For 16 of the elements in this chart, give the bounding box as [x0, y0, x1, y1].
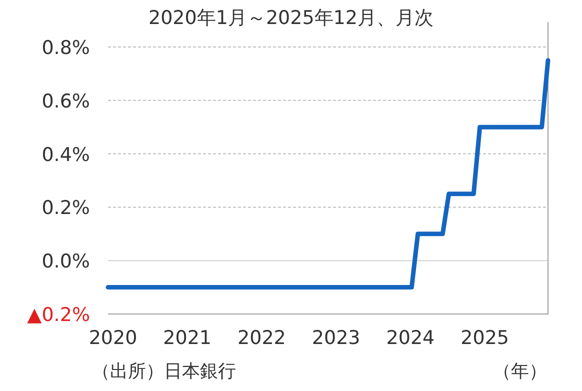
- y-tick-label: 0.6%: [42, 90, 90, 112]
- x-tick-label: 2025: [460, 327, 510, 349]
- y-tick-label: 0.4%: [42, 144, 90, 166]
- y-tick-label: 0.0%: [42, 250, 90, 273]
- x-tick-label: 2020: [88, 327, 138, 349]
- line-series: [106, 58, 550, 290]
- y-tick-label: 0.8%: [42, 37, 90, 59]
- text: （出所）日本銀行: [92, 361, 236, 382]
- x-tick-label: 2022: [238, 327, 286, 349]
- x-axis-title: （年）: [493, 361, 547, 382]
- y-tick-label: 0.2%: [42, 197, 90, 220]
- chart-title: 2020年1月～2025年12月、月次: [148, 7, 434, 29]
- x-tick-label: 2024: [386, 327, 435, 349]
- x-tick-label: 2023: [312, 327, 360, 349]
- x-tick-label: 2021: [163, 327, 212, 349]
- y-tick-label: ▲0.2%: [27, 304, 90, 326]
